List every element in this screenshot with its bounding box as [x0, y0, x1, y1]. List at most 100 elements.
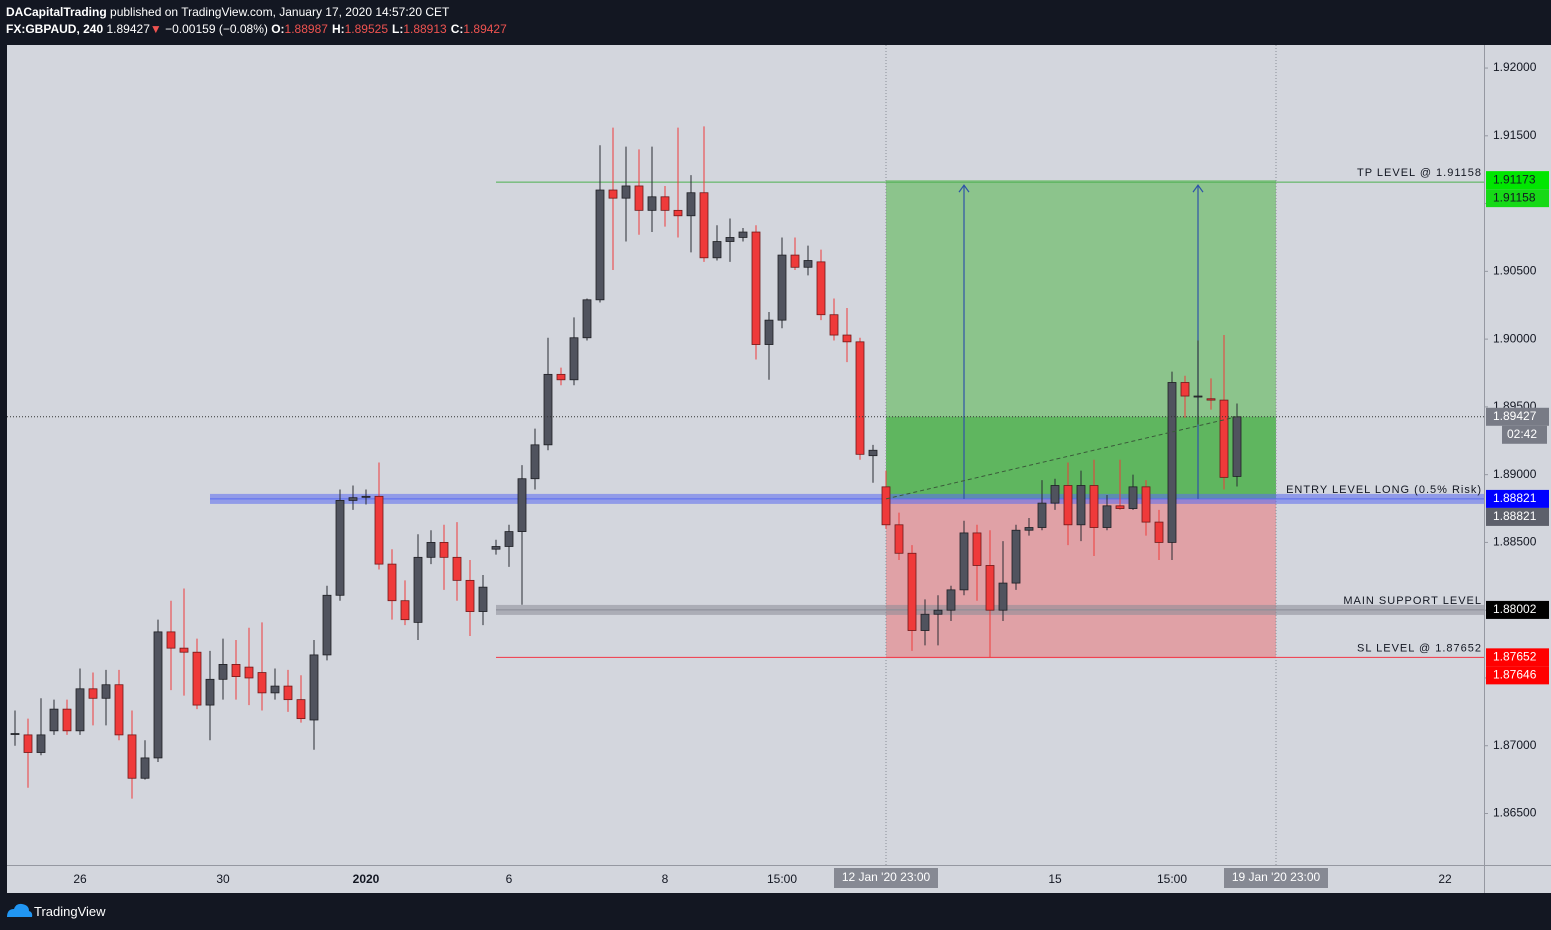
- candle-body: [218, 664, 228, 680]
- candle-body: [374, 495, 384, 565]
- candle-body: [140, 757, 150, 779]
- candle-body: [621, 185, 631, 199]
- candle-body: [1128, 486, 1138, 509]
- candle-body: [855, 341, 865, 455]
- candle-body: [88, 688, 98, 699]
- candle-body: [998, 582, 1008, 611]
- price-tag-label: 1.91173: [1493, 172, 1536, 186]
- candle-body: [699, 192, 709, 259]
- candle-body: [751, 231, 761, 345]
- candle-body: [114, 684, 124, 736]
- candle-body: [1167, 382, 1177, 543]
- candle-body: [127, 734, 137, 779]
- level-label: SL LEVEL @ 1.87652: [1357, 642, 1482, 654]
- level-label: TP LEVEL @ 1.91158: [1357, 167, 1482, 179]
- y-tick-label: 1.86500: [1493, 806, 1537, 820]
- price-tag-label: 1.88821: [1493, 491, 1537, 505]
- x-tick-label: 26: [73, 872, 87, 886]
- candle-body: [1232, 416, 1242, 477]
- candle-body: [75, 688, 85, 732]
- candle-body: [348, 497, 358, 501]
- candle-body: [543, 373, 553, 446]
- arrow-head: [958, 184, 970, 193]
- candle-body: [894, 524, 904, 554]
- candles: [10, 126, 1242, 799]
- time-tag-label: 12 Jan '20 23:00: [842, 870, 931, 884]
- countdown-box: [1502, 425, 1547, 444]
- candle-body: [985, 565, 995, 611]
- candle-body: [920, 613, 930, 631]
- candle-body: [673, 209, 683, 217]
- candle-body: [816, 261, 826, 316]
- price-tag-label: 1.88821: [1493, 509, 1537, 523]
- candle-body: [1219, 399, 1229, 478]
- ohlc-label: O:: [271, 22, 285, 36]
- candle-body: [738, 231, 748, 238]
- overlays: 12 Jan '20 23:00 19 Jan '20 23:00 1.91173 1…: [7, 171, 1549, 888]
- x-tick-label: 15:00: [767, 872, 797, 886]
- price-tag: [1486, 189, 1549, 208]
- candle-body: [712, 241, 722, 259]
- y-tick-label: 1.90500: [1493, 264, 1537, 278]
- candle-body: [322, 594, 332, 656]
- candle-body: [296, 699, 306, 720]
- price-tag-label: 1.88002: [1493, 602, 1537, 616]
- candle-body: [517, 478, 527, 532]
- candle-body: [647, 196, 657, 211]
- price-tag-label: 1.87652: [1493, 650, 1537, 664]
- candle-body: [881, 486, 891, 526]
- candle-body: [478, 586, 488, 612]
- candle-body: [1180, 382, 1190, 397]
- header: DACapitalTrading published on TradingVie…: [0, 0, 1551, 44]
- candle-body: [153, 631, 163, 759]
- candle-body: [868, 449, 878, 457]
- logo-shape: [7, 903, 33, 917]
- candle-body: [1089, 485, 1099, 528]
- x-tick-label: 30: [216, 872, 230, 886]
- candle-body: [829, 314, 839, 336]
- y-tick-label: 1.89000: [1493, 467, 1537, 481]
- symbol: FX:GBPAUD, 240: [6, 22, 104, 36]
- candle-body: [946, 589, 956, 611]
- candle-body: [907, 552, 917, 631]
- candle-body: [764, 319, 774, 345]
- candle-body: [244, 666, 254, 679]
- change: −0.00159 (−0.08%): [165, 22, 268, 36]
- candle-body: [1154, 521, 1164, 543]
- candle-body: [634, 185, 644, 211]
- footer: TradingView: [0, 893, 1551, 930]
- logo: [7, 903, 33, 917]
- publish-line: DACapitalTrading published on TradingVie…: [6, 5, 449, 19]
- ohlc-value: 1.88987: [284, 22, 328, 36]
- candle-body: [1102, 505, 1112, 528]
- candle-body: [491, 546, 501, 550]
- candle-body: [335, 500, 345, 596]
- candle-body: [62, 708, 72, 732]
- candle-body: [725, 237, 735, 242]
- y-tick-label: 1.91500: [1493, 128, 1537, 142]
- x-tick-label: 22: [1438, 872, 1452, 886]
- x-tick-label: 15:00: [1157, 872, 1187, 886]
- x-tick-label: 8: [662, 872, 669, 886]
- candle-body: [10, 733, 20, 735]
- candle-body: [101, 684, 111, 699]
- price-tag: [1486, 600, 1549, 619]
- candle-body: [166, 631, 176, 649]
- candle-body: [1115, 505, 1125, 509]
- candle-body: [933, 609, 943, 615]
- candle-body: [23, 734, 33, 753]
- y-tick-label: 1.92000: [1493, 60, 1537, 74]
- candle-body: [361, 495, 371, 498]
- x-tick-label: 6: [506, 872, 513, 886]
- candle-body: [972, 532, 982, 566]
- candle-body: [582, 299, 592, 339]
- candle-body: [1063, 485, 1073, 526]
- candle-body: [192, 651, 202, 706]
- price-tag-label: 1.87646: [1493, 668, 1537, 682]
- candle-body: [569, 337, 579, 381]
- x-tick-label: 2020: [353, 872, 380, 886]
- zones: 1.920001.915001.910001.905001.900001.895…: [73, 45, 1537, 886]
- candle-body: [790, 254, 800, 268]
- candle-body: [49, 708, 59, 732]
